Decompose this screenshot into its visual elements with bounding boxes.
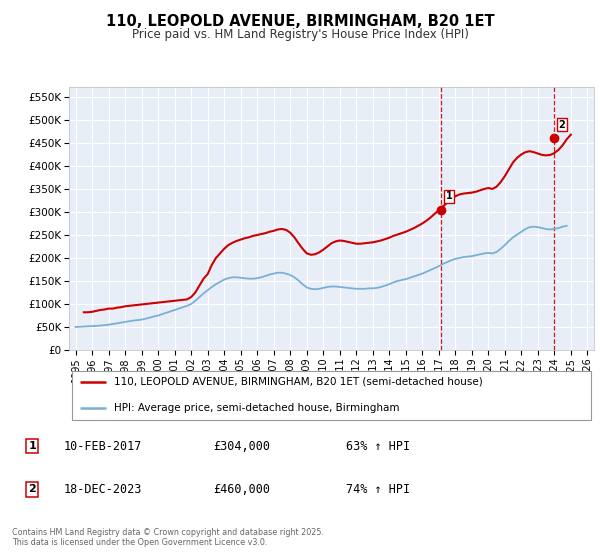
Text: Price paid vs. HM Land Registry's House Price Index (HPI): Price paid vs. HM Land Registry's House … bbox=[131, 28, 469, 41]
Text: 74% ↑ HPI: 74% ↑ HPI bbox=[346, 483, 410, 496]
Text: 1: 1 bbox=[446, 192, 452, 201]
Text: 63% ↑ HPI: 63% ↑ HPI bbox=[346, 440, 410, 452]
Text: 1: 1 bbox=[28, 441, 36, 451]
Text: £460,000: £460,000 bbox=[214, 483, 271, 496]
Text: HPI: Average price, semi-detached house, Birmingham: HPI: Average price, semi-detached house,… bbox=[113, 403, 399, 413]
Text: 2: 2 bbox=[28, 484, 36, 494]
FancyBboxPatch shape bbox=[71, 371, 592, 420]
Text: 110, LEOPOLD AVENUE, BIRMINGHAM, B20 1ET: 110, LEOPOLD AVENUE, BIRMINGHAM, B20 1ET bbox=[106, 14, 494, 29]
Text: 18-DEC-2023: 18-DEC-2023 bbox=[64, 483, 142, 496]
Text: 110, LEOPOLD AVENUE, BIRMINGHAM, B20 1ET (semi-detached house): 110, LEOPOLD AVENUE, BIRMINGHAM, B20 1ET… bbox=[113, 377, 482, 387]
Text: 10-FEB-2017: 10-FEB-2017 bbox=[64, 440, 142, 452]
Text: Contains HM Land Registry data © Crown copyright and database right 2025.
This d: Contains HM Land Registry data © Crown c… bbox=[12, 528, 324, 547]
Text: 2: 2 bbox=[559, 119, 565, 129]
Text: £304,000: £304,000 bbox=[214, 440, 271, 452]
